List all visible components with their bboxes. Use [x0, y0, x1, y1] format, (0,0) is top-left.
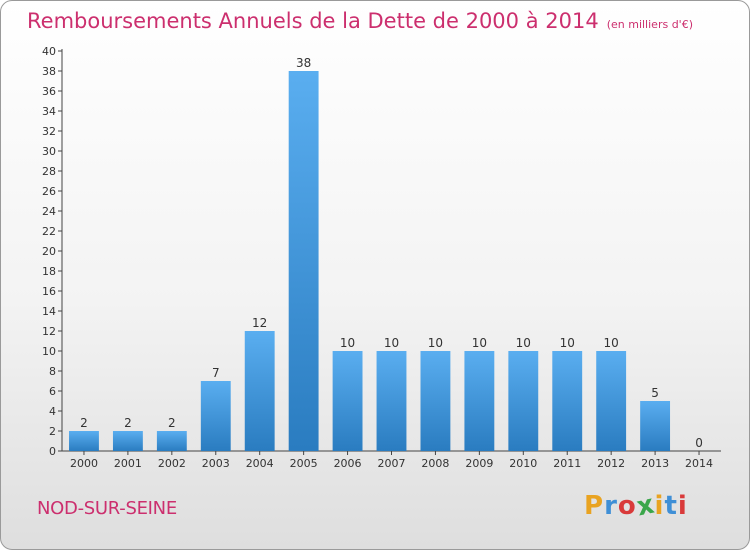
title-main: Remboursements Annuels de la Dette de 20…: [27, 9, 599, 33]
bar-value-label: 2: [80, 416, 88, 430]
y-tick-label: 0: [49, 445, 56, 458]
bar-value-label: 10: [384, 336, 399, 350]
bar: [244, 331, 275, 451]
bar: [640, 401, 671, 451]
x-tick-label: 2007: [378, 457, 406, 470]
y-tick-label: 10: [42, 345, 56, 358]
bar: [288, 71, 319, 451]
x-tick-label: 2011: [553, 457, 581, 470]
x-tick-label: 2002: [158, 457, 186, 470]
y-tick-label: 32: [42, 125, 56, 138]
bar: [332, 351, 363, 451]
chart-bars: [69, 71, 671, 451]
y-tick-label: 28: [42, 165, 56, 178]
x-tick-label: 2013: [641, 457, 669, 470]
bar-value-label: 10: [472, 336, 487, 350]
x-tick-label: 2010: [509, 457, 537, 470]
logo-letter: P: [584, 491, 605, 521]
y-tick-label: 12: [42, 325, 56, 338]
chart-title: Remboursements Annuels de la Dette de 20…: [27, 9, 693, 33]
bar-value-label: 10: [604, 336, 619, 350]
bar-value-label: 12: [252, 316, 267, 330]
bar-value-label: 10: [428, 336, 443, 350]
y-tick-label: 34: [42, 105, 56, 118]
y-tick-label: 40: [42, 45, 56, 58]
y-tick-label: 36: [42, 85, 56, 98]
bar-value-label: 2: [168, 416, 176, 430]
x-tick-label: 2008: [421, 457, 449, 470]
commune-name: NOD-SUR-SEINE: [37, 498, 177, 519]
bar-value-label: 38: [296, 56, 311, 70]
y-tick-label: 26: [42, 185, 56, 198]
x-tick-label: 2006: [334, 457, 362, 470]
bar-value-label: 10: [516, 336, 531, 350]
y-tick-label: 4: [49, 405, 56, 418]
logo-letter: i: [677, 491, 688, 521]
y-tick-label: 22: [42, 225, 56, 238]
bar: [420, 351, 451, 451]
title-unit: (en milliers d'€): [606, 18, 693, 31]
y-tick-label: 20: [42, 245, 56, 258]
y-tick-label: 30: [42, 145, 56, 158]
bar: [69, 431, 99, 451]
logo-letter: o: [617, 491, 637, 521]
x-tick-label: 2014: [685, 457, 713, 470]
bar: [156, 431, 187, 451]
y-tick-label: 16: [42, 285, 56, 298]
bar: [200, 381, 231, 451]
x-tick-label: 2005: [290, 457, 318, 470]
x-tick-label: 2001: [114, 457, 142, 470]
x-tick-label: 2012: [597, 457, 625, 470]
logo-letter: t: [664, 491, 678, 521]
y-tick-label: 24: [42, 205, 56, 218]
bar-value-label: 10: [340, 336, 355, 350]
bar-value-label: 0: [695, 436, 703, 450]
bar: [464, 351, 495, 451]
y-tick-label: 8: [49, 365, 56, 378]
bar-value-label: 2: [124, 416, 132, 430]
bar: [552, 351, 583, 451]
bar-value-label: 10: [560, 336, 575, 350]
logo-letter: i: [654, 491, 665, 521]
bar: [508, 351, 539, 451]
y-tick-label: 14: [42, 305, 56, 318]
chart-labels: 2000 2 2001 2 2002 2 2003 7 2004 12 2005 38 2006 10 20…: [70, 56, 713, 470]
bar: [112, 431, 143, 451]
y-tick-label: 18: [42, 265, 56, 278]
x-tick-label: 2004: [246, 457, 274, 470]
y-tick-label: 6: [49, 385, 56, 398]
y-tick-label: 38: [42, 65, 56, 78]
x-tick-label: 2009: [465, 457, 493, 470]
x-tick-label: 2000: [70, 457, 98, 470]
x-tick-label: 2003: [202, 457, 230, 470]
y-tick-label: 2: [49, 425, 56, 438]
bar: [596, 351, 627, 451]
bar-value-label: 5: [651, 386, 659, 400]
bar: [376, 351, 407, 451]
proxiti-logo: Proxiti: [584, 489, 688, 522]
logo-letter: r: [604, 491, 618, 521]
bar-value-label: 7: [212, 366, 220, 380]
